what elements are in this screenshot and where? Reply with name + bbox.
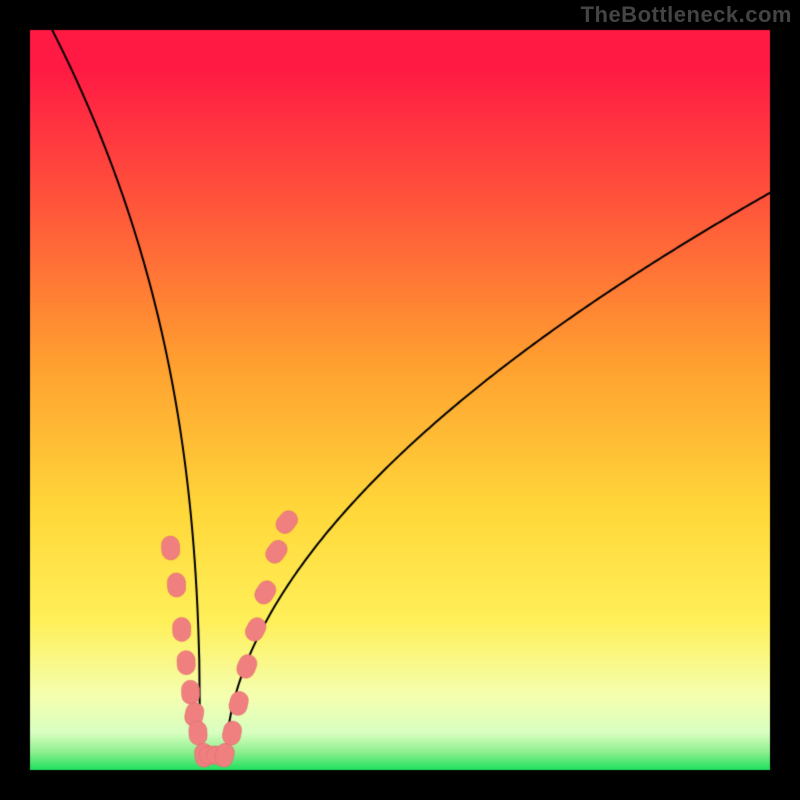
- bottleneck-chart: [0, 0, 800, 800]
- watermark-text: TheBottleneck.com: [581, 2, 792, 28]
